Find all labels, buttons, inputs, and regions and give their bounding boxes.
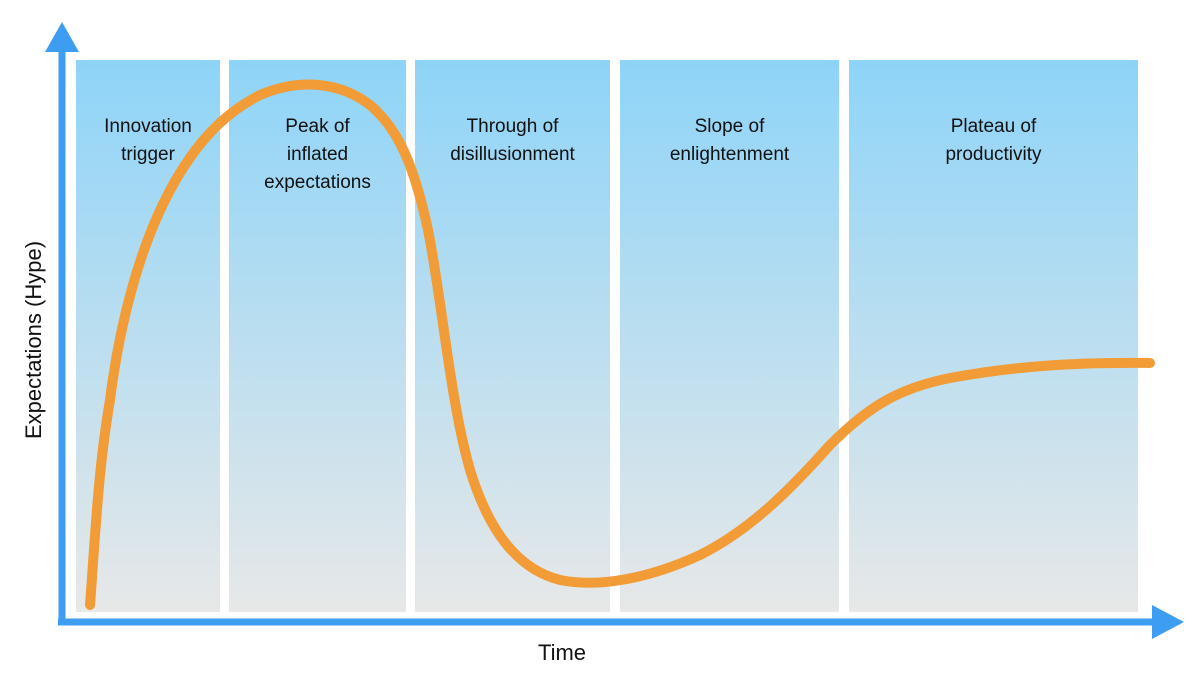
phase-panels: [76, 60, 1138, 612]
y-axis-label: Expectations (Hype): [21, 241, 46, 439]
phase-label: Innovation: [104, 116, 192, 137]
x-axis-label: Time: [538, 640, 586, 665]
phase-label: disillusionment: [450, 144, 575, 165]
phase-label: productivity: [945, 144, 1042, 165]
phase-label: inflated: [287, 144, 348, 165]
phase-panel: [620, 60, 839, 612]
phase-label: expectations: [264, 172, 371, 193]
phase-panel: [229, 60, 406, 612]
x-axis-arrow: [1152, 605, 1184, 639]
phase-label: Slope of: [695, 116, 765, 137]
axes: [45, 22, 1184, 639]
y-axis-arrow: [45, 22, 79, 52]
phase-panel: [849, 60, 1138, 612]
phase-label: Peak of: [285, 116, 350, 137]
phase-label: Through of: [467, 116, 560, 137]
phase-label: enlightenment: [670, 144, 790, 165]
phase-label: trigger: [121, 144, 176, 165]
hype-curve: [85, 79, 1155, 610]
phase-label: Plateau of: [951, 116, 1037, 137]
phase-labels: Innovation trigger Peak of inflated expectat…: [104, 116, 1042, 193]
